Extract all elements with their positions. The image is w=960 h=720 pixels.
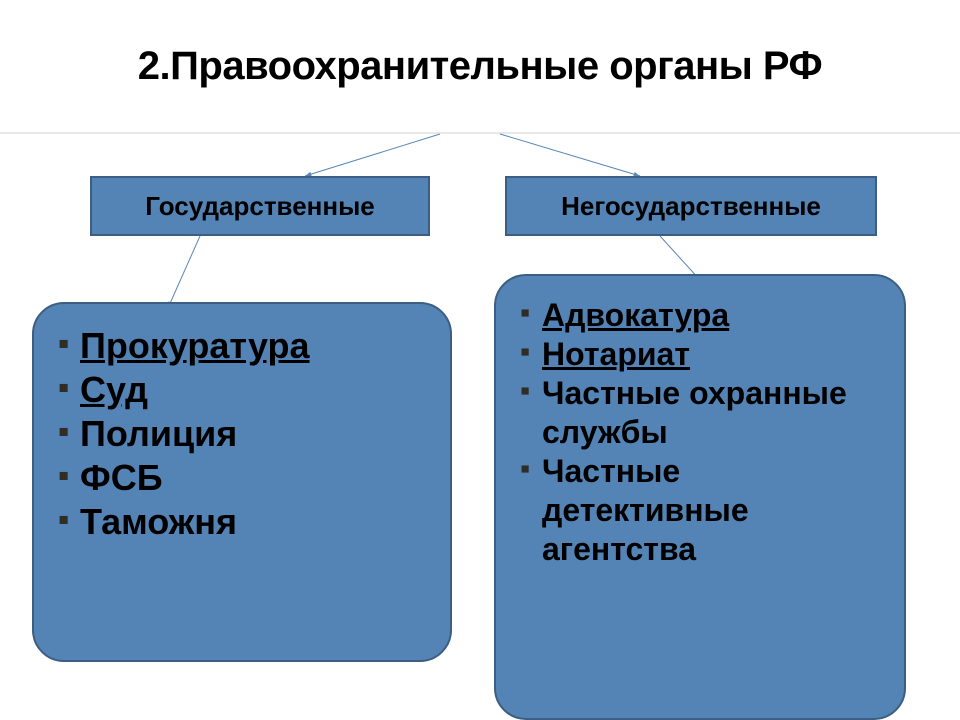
- list-item: Адвокатура: [520, 296, 886, 335]
- list-item: Суд: [58, 368, 432, 412]
- items-box-nonstate: АдвокатураНотариатЧастные охранные служб…: [494, 274, 906, 720]
- category-box-nonstate: Негосударственные: [505, 176, 877, 236]
- list-item-text: Нотариат: [542, 336, 690, 372]
- list-item: Полиция: [58, 412, 432, 456]
- items-list-nonstate: АдвокатураНотариатЧастные охранные служб…: [520, 296, 886, 569]
- list-item-text: Суд: [80, 369, 148, 410]
- slide-title: 2.Правоохранительные органы РФ: [138, 43, 822, 89]
- items-box-state: ПрокуратураСудПолицияФСБТаможня: [32, 302, 452, 662]
- category-label-nonstate: Негосударственные: [561, 191, 821, 222]
- list-item: Частные детективные агентства: [520, 452, 886, 569]
- list-item: Таможня: [58, 500, 432, 544]
- list-item-text: Прокуратура: [80, 325, 310, 366]
- list-item: Частные охранные службы: [520, 374, 886, 452]
- list-item: ФСБ: [58, 456, 432, 500]
- slide-title-region: 2.Правоохранительные органы РФ: [0, 0, 960, 134]
- list-item-text: Адвокатура: [542, 297, 729, 333]
- category-box-state: Государственные: [90, 176, 430, 236]
- list-item: Прокуратура: [58, 324, 432, 368]
- list-item: Нотариат: [520, 335, 886, 374]
- items-list-state: ПрокуратураСудПолицияФСБТаможня: [58, 324, 432, 544]
- category-label-state: Государственные: [145, 191, 374, 222]
